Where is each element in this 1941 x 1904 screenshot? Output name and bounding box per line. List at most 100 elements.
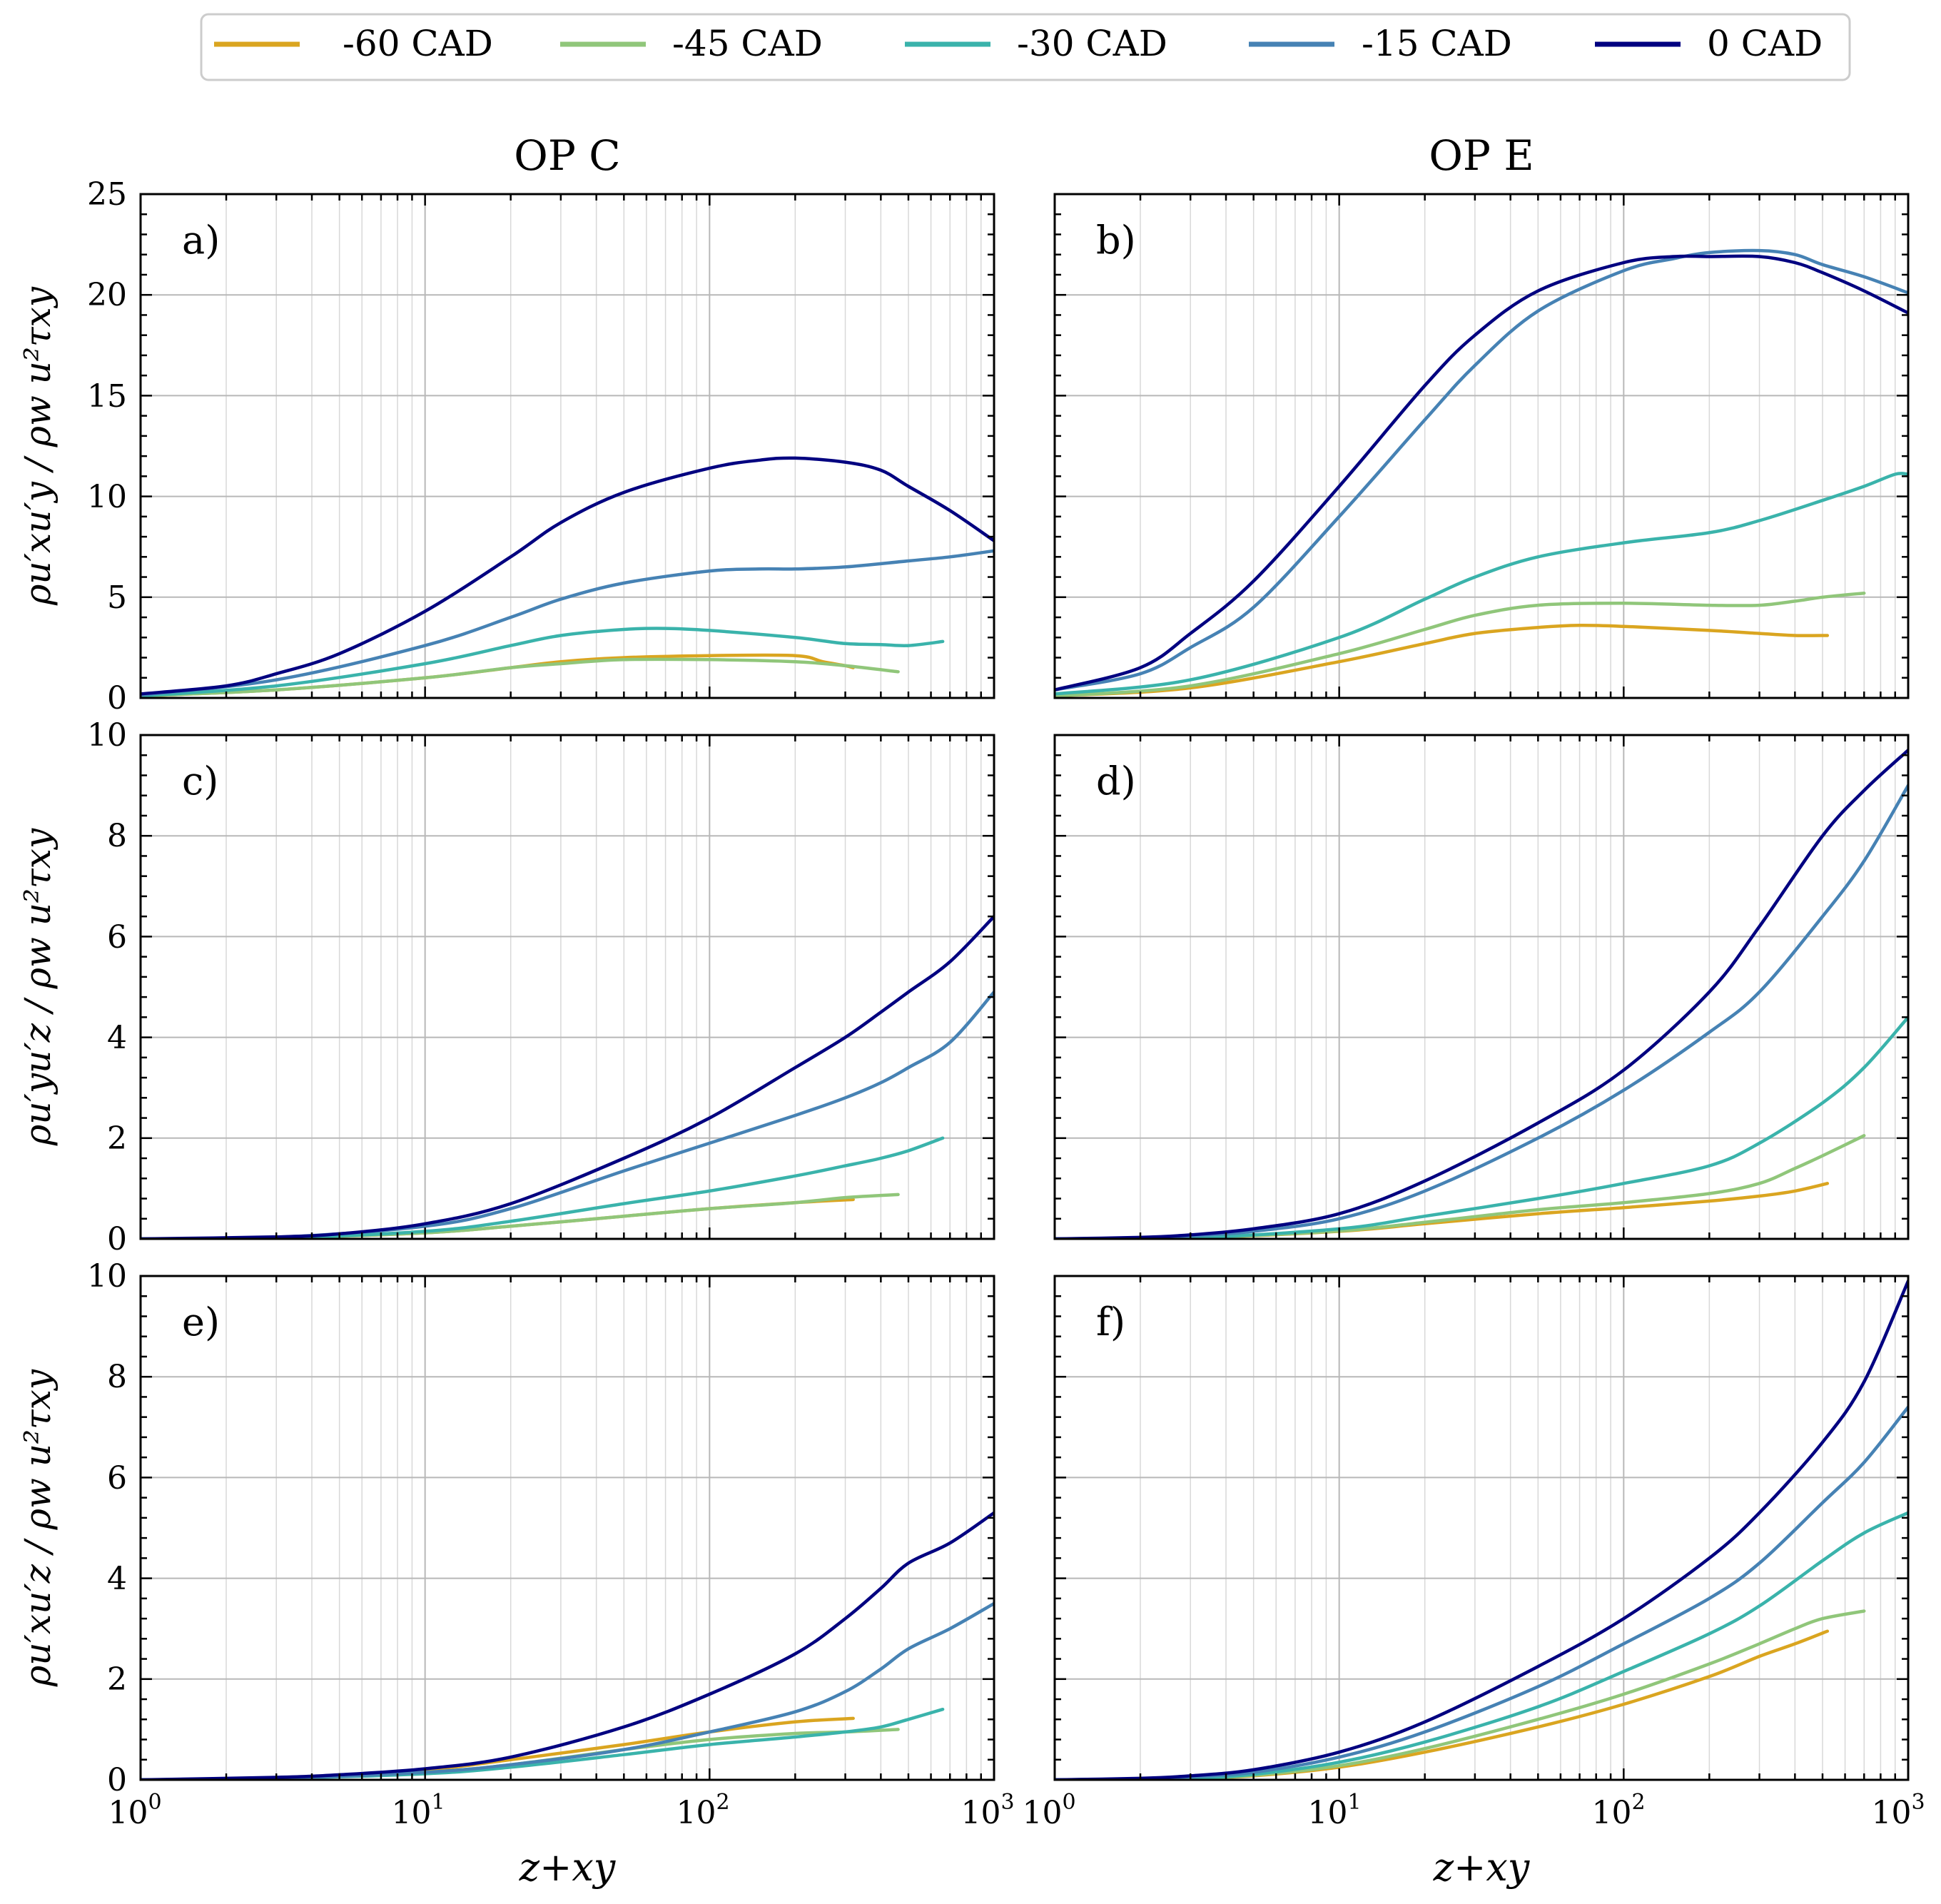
series-line--45-cad [141, 657, 900, 698]
series-line-0-cad [1055, 1279, 1908, 1780]
series-line-0-cad [1055, 254, 1908, 692]
x-tick-label: 103 [1871, 1790, 1925, 1831]
ticks [1055, 193, 1908, 699]
legend-frame [200, 13, 1851, 81]
column-title-op-c: OP C [514, 131, 620, 180]
legend: -60 CAD -45 CAD -30 CAD -15 CAD 0 CAD [200, 13, 1851, 81]
x-tick-label: 102 [676, 1790, 729, 1831]
legend-label-m45: -45 CAD [672, 23, 823, 64]
x-tick-labels: 100 101 102 103 [108, 1790, 1014, 1831]
panel-label-b: b) [1096, 218, 1136, 263]
curves [141, 914, 994, 1239]
series-line--45-cad [1055, 1609, 1866, 1780]
panel-b: b) [1053, 193, 1910, 699]
panel-e: e) 0 2 4 6 8 10 100 101 102 103 z+xy [87, 1258, 1015, 1890]
y-tick-labels: 0 2 4 6 8 10 [87, 1258, 127, 1798]
panel-c: c) 0 2 4 6 8 10 [87, 717, 995, 1257]
grid [141, 1276, 994, 1780]
y-tick-label: 0 [107, 1221, 127, 1257]
y-axis-label-row2: ρu′yu′z / ρw u²τxy [17, 828, 59, 1146]
curves [1055, 748, 1908, 1239]
axes-frame [1053, 1275, 1910, 1781]
y-tick-label: 4 [107, 1020, 127, 1056]
y-tick-label: 8 [107, 1359, 127, 1395]
y-tick-label: 10 [87, 1258, 127, 1295]
series-line--30-cad [1055, 1016, 1908, 1239]
ticks [141, 193, 994, 699]
ticks [141, 1275, 994, 1781]
series-line--30-cad [1055, 1511, 1908, 1780]
y-tick-label: 6 [107, 919, 127, 956]
panel-label-f: f) [1096, 1300, 1125, 1345]
y-tick-label: 4 [107, 1561, 127, 1597]
legend-label-m30: -30 CAD [1017, 23, 1167, 64]
ticks [1055, 1275, 1908, 1781]
y-tick-label: 10 [87, 479, 127, 515]
axes-frame [139, 734, 995, 1240]
legend-label-m15: -15 CAD [1362, 23, 1512, 64]
panel-label-a: a) [182, 218, 220, 263]
x-axis-label-left: z+xy [519, 1845, 617, 1890]
y-tick-label: 2 [107, 1661, 127, 1698]
grid [141, 194, 994, 698]
axes-frame [139, 193, 995, 699]
grid [141, 735, 994, 1239]
series-line--15-cad [141, 990, 994, 1239]
series-line-0-cad [141, 456, 994, 696]
y-tick-label: 2 [107, 1120, 127, 1157]
series-line-0-cad [141, 914, 994, 1239]
y-tick-labels: 0 2 4 6 8 10 [87, 717, 127, 1257]
panel-f: f) 100 101 102 103 z+xy [1022, 1275, 1925, 1890]
series-line--15-cad [1055, 248, 1908, 692]
y-axis-label-row3: ρu′xu′z / ρw u²τxy [17, 1369, 59, 1687]
x-tick-label: 103 [961, 1790, 1014, 1831]
series-line-0-cad [1055, 748, 1908, 1239]
legend-label-m60: -60 CAD [343, 23, 493, 64]
x-tick-label: 101 [1307, 1790, 1361, 1831]
panel-label-d: d) [1096, 759, 1136, 804]
x-axis-label-right: z+xy [1433, 1845, 1531, 1890]
series-line--60-cad [1055, 1629, 1830, 1780]
grid [1055, 735, 1908, 1239]
column-title-op-e: OP E [1429, 131, 1534, 180]
legend-label-0: 0 CAD [1707, 23, 1823, 64]
y-tick-label: 0 [107, 1762, 127, 1798]
y-tick-label: 6 [107, 1460, 127, 1497]
y-tick-label: 8 [107, 818, 127, 854]
curves [141, 456, 994, 698]
panel-label-c: c) [182, 759, 218, 804]
series-line--45-cad [1055, 591, 1866, 698]
axes-frame [139, 1275, 995, 1781]
y-tick-label: 15 [87, 378, 127, 415]
series-line--30-cad [1055, 472, 1908, 696]
grid [1055, 194, 1908, 698]
x-tick-label: 102 [1591, 1790, 1645, 1831]
series-line--60-cad [141, 1716, 855, 1780]
panel-d: d) [1053, 734, 1910, 1240]
axes-frame [1053, 734, 1910, 1240]
x-tick-label: 101 [391, 1790, 445, 1831]
y-tick-labels: 0 5 10 15 20 25 [87, 176, 127, 716]
panel-label-e: e) [182, 1300, 220, 1345]
y-tick-label: 20 [87, 277, 127, 313]
y-tick-label: 10 [87, 717, 127, 754]
series-line--15-cad [141, 549, 994, 697]
x-tick-label: 100 [108, 1790, 161, 1831]
y-tick-label: 25 [87, 176, 127, 213]
curves [141, 1511, 994, 1780]
series-line--15-cad [1055, 784, 1908, 1239]
y-axis-label-row1: ρu′xu′y / ρw u²τxy [17, 286, 59, 606]
y-tick-label: 0 [107, 680, 127, 716]
series-line--60-cad [1055, 624, 1830, 698]
x-tick-labels: 100 101 102 103 [1022, 1790, 1925, 1831]
y-tick-label: 5 [107, 579, 127, 616]
series-line-0-cad [141, 1511, 994, 1780]
axes-frame [1053, 193, 1910, 699]
panel-a: a) 0 5 10 15 20 25 [87, 176, 995, 716]
ticks [141, 734, 994, 1240]
grid [1055, 1276, 1908, 1780]
curves [1055, 248, 1908, 698]
ticks [1055, 734, 1908, 1240]
series-line--30-cad [141, 627, 945, 698]
